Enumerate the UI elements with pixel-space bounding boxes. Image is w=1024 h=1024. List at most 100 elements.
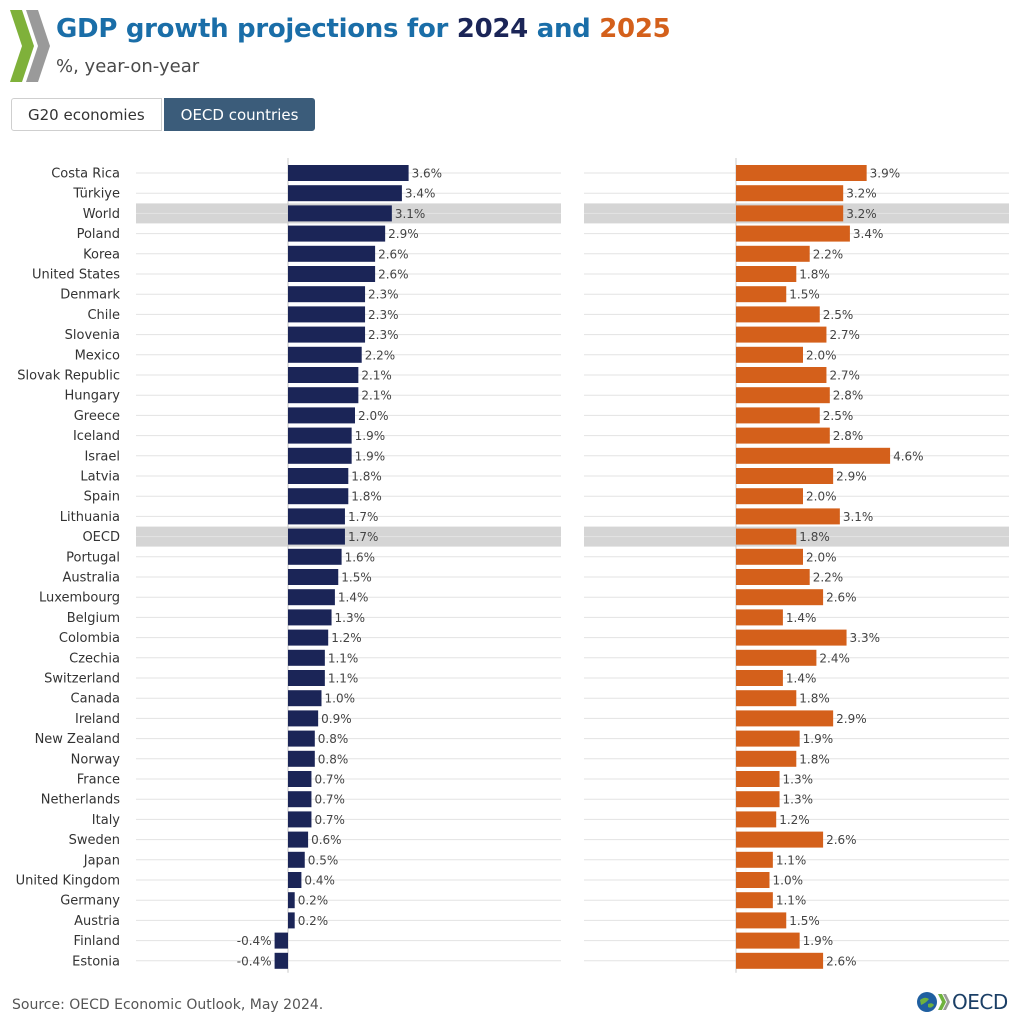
category-label-oecd: OECD (82, 530, 120, 545)
value-label-2025-switzerland: 1.4% (786, 672, 817, 686)
value-label-2025-new-zealand: 1.9% (803, 732, 834, 746)
value-label-2024-france: 0.7% (314, 773, 345, 787)
value-label-2025-finland: 1.9% (803, 934, 834, 948)
value-label-2025-portugal: 2.0% (806, 550, 837, 564)
category-label-mexico: Mexico (75, 348, 120, 363)
bar-2025-latvia (736, 468, 834, 484)
tab-g20-economies[interactable]: G20 economies (11, 98, 162, 131)
bar-2025-israel (736, 447, 891, 464)
value-label-2024-austria: 0.2% (298, 914, 329, 928)
category-label-hungary: Hungary (64, 389, 120, 404)
category-label-estonia: Estonia (72, 954, 120, 969)
bar-2025-turkiye (736, 185, 844, 202)
bar-2024-czechia (288, 649, 325, 666)
category-label-spain: Spain (84, 490, 120, 505)
bar-2024-belgium (288, 609, 332, 626)
value-label-2024-italy: 0.7% (314, 813, 345, 827)
bar-2024-switzerland (288, 670, 325, 686)
value-label-2025-latvia: 2.9% (836, 470, 867, 484)
value-label-2025-estonia: 2.6% (826, 954, 857, 968)
bar-2025-korea (736, 245, 810, 262)
category-label-united-kingdom: United Kingdom (16, 874, 120, 889)
value-label-2024-netherlands: 0.7% (314, 793, 345, 807)
value-label-2024-iceland: 1.9% (355, 429, 386, 443)
value-label-2024-latvia: 1.8% (351, 470, 382, 484)
page-subtitle: %, year-on-year (56, 56, 200, 77)
value-label-2025-czechia: 2.4% (819, 651, 850, 665)
bar-2024-hungary (288, 387, 359, 404)
value-label-2024-world: 3.1% (395, 207, 426, 221)
source-note: Source: OECD Economic Outlook, May 2024. (12, 997, 324, 1013)
value-label-2025-korea: 2.2% (813, 247, 844, 261)
value-label-2024-costa-rica: 3.6% (412, 167, 443, 181)
value-label-2024-mexico: 2.2% (365, 348, 396, 362)
bar-2025-netherlands (736, 791, 780, 808)
category-label-costa-rica: Costa Rica (51, 167, 120, 182)
value-label-2025-united-states: 1.8% (799, 268, 830, 282)
value-label-2025-slovak-republic: 2.7% (829, 369, 860, 383)
category-label-slovak-republic: Slovak Republic (17, 369, 120, 384)
value-label-2024-lithuania: 1.7% (348, 510, 379, 524)
bar-2024-canada (288, 690, 322, 707)
bar-2024-turkiye (288, 185, 402, 202)
value-label-2024-new-zealand: 0.8% (318, 732, 349, 746)
value-label-2025-mexico: 2.0% (806, 348, 837, 362)
oecd-mini-chevrons-icon (938, 994, 950, 1010)
bar-2024-sweden (288, 831, 309, 848)
bar-2025-hungary (736, 387, 830, 404)
value-label-2024-slovenia: 2.3% (368, 328, 399, 342)
bar-2024-germany (288, 892, 295, 909)
bar-2025-united-states (736, 266, 797, 282)
value-label-2025-sweden: 2.6% (826, 833, 857, 847)
value-label-2024-australia: 1.5% (341, 571, 372, 585)
value-label-2025-chile: 2.5% (823, 308, 854, 322)
value-label-2025-iceland: 2.8% (833, 429, 864, 443)
value-label-2025-lithuania: 3.1% (843, 510, 874, 524)
value-label-2024-luxembourg: 1.4% (338, 591, 369, 605)
value-label-2025-belgium: 1.4% (786, 611, 817, 625)
economy-group-tabs: G20 economies OECD countries (11, 98, 316, 131)
category-label-germany: Germany (60, 894, 120, 909)
bar-2024-oecd (288, 528, 345, 545)
category-label-chile: Chile (87, 308, 120, 323)
bar-2024-world (288, 205, 392, 222)
value-label-2024-korea: 2.6% (378, 247, 409, 261)
bar-2025-belgium (736, 609, 783, 626)
bar-2025-france (736, 771, 780, 787)
bar-2025-finland (736, 932, 800, 949)
value-label-2025-israel: 4.6% (893, 449, 924, 463)
bar-2025-sweden (736, 831, 824, 848)
bar-2025-spain (736, 488, 803, 505)
value-label-2024-hungary: 2.1% (361, 389, 392, 403)
value-label-2024-united-kingdom: 0.4% (304, 874, 335, 888)
bar-2024-poland (288, 225, 386, 242)
bar-2024-slovenia (288, 326, 366, 343)
category-label-japan: Japan (83, 853, 120, 868)
category-label-switzerland: Switzerland (44, 672, 120, 687)
bar-2025-new-zealand (736, 730, 800, 747)
value-label-2025-denmark: 1.5% (789, 288, 820, 302)
category-label-ireland: Ireland (75, 712, 120, 727)
bar-2024-ireland (288, 710, 319, 727)
value-label-2025-ireland: 2.9% (836, 712, 867, 726)
value-label-2025-spain: 2.0% (806, 490, 837, 504)
bar-2025-slovenia (736, 326, 827, 343)
bar-2024-italy (288, 811, 312, 828)
value-label-2025-slovenia: 2.7% (829, 328, 860, 342)
category-label-united-states: United States (32, 268, 120, 283)
tab-oecd-countries[interactable]: OECD countries (163, 98, 316, 131)
value-label-2025-austria: 1.5% (789, 914, 820, 928)
value-label-2025-luxembourg: 2.6% (826, 591, 857, 605)
bar-2024-portugal (288, 548, 342, 565)
category-label-new-zealand: New Zealand (35, 732, 120, 747)
category-label-france: France (77, 773, 120, 788)
bar-2024-australia (288, 569, 339, 585)
category-label-canada: Canada (71, 692, 120, 707)
bar-2025-norway (736, 750, 797, 767)
value-label-2024-greece: 2.0% (358, 409, 389, 423)
category-label-finland: Finland (74, 934, 120, 949)
category-label-israel: Israel (84, 449, 120, 464)
bar-2025-costa-rica (736, 165, 867, 181)
bar-2024-denmark (288, 286, 366, 303)
value-label-2024-estonia: -0.4% (237, 954, 272, 968)
